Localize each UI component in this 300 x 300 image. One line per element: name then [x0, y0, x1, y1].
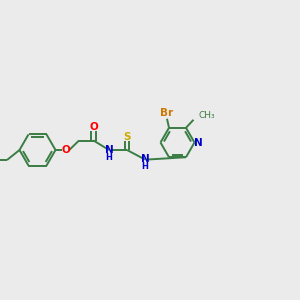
- Text: N: N: [194, 137, 202, 148]
- Text: O: O: [61, 145, 70, 155]
- Text: H: H: [106, 152, 112, 161]
- Text: N: N: [141, 154, 149, 164]
- Text: Br: Br: [160, 108, 174, 118]
- Text: H: H: [142, 162, 148, 171]
- Text: S: S: [123, 132, 131, 142]
- Text: O: O: [89, 122, 98, 133]
- Text: CH₃: CH₃: [199, 111, 215, 120]
- Text: N: N: [105, 145, 113, 155]
